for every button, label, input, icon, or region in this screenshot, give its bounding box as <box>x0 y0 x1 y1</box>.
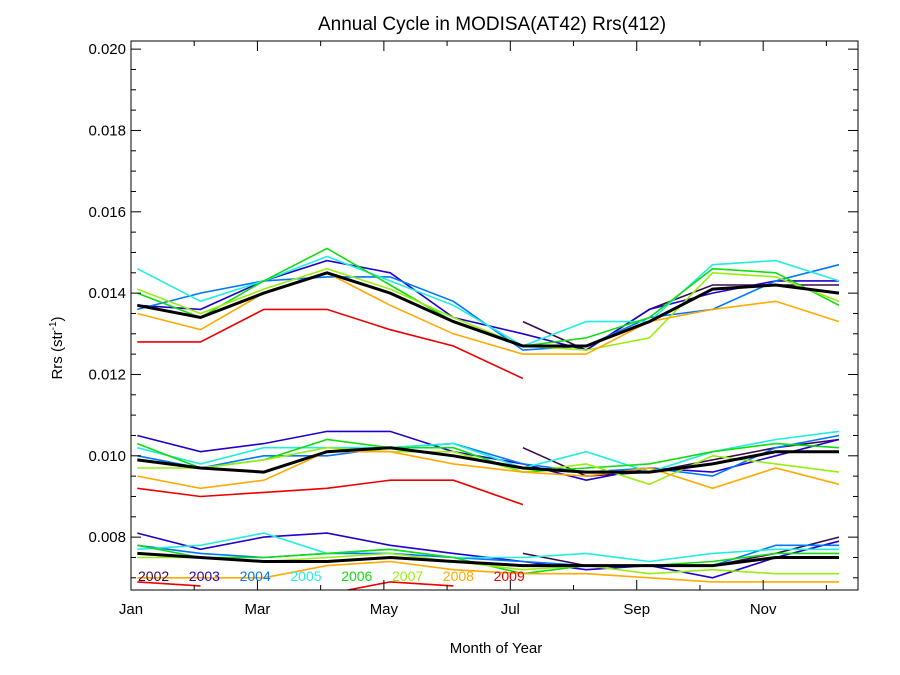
y-tick-label: 0.014 <box>88 285 126 302</box>
series-line-2002-lower <box>523 537 839 566</box>
legend-entry-2009: 2009 <box>494 568 525 584</box>
series-line-2009-mean <box>137 480 523 504</box>
x-tick-label: Mar <box>245 601 271 618</box>
chart-svg: Annual Cycle in MODISA(AT42) Rrs(412) Mo… <box>0 0 900 675</box>
series-line-mean-upper <box>137 273 839 346</box>
legend-entry-2008: 2008 <box>443 568 474 584</box>
legend-entry-2004: 2004 <box>240 568 271 584</box>
x-tick-label: Jul <box>501 601 520 618</box>
y-axis-label: Rrs (str-1) <box>48 316 66 379</box>
y-tick-label: 0.020 <box>88 41 126 58</box>
y-tick-label: 0.018 <box>88 122 126 139</box>
chart-title: Annual Cycle in MODISA(AT42) Rrs(412) <box>318 14 666 35</box>
y-tick-label: 0.016 <box>88 204 126 221</box>
x-axis-label: Month of Year <box>450 640 543 657</box>
legend-entry-2005: 2005 <box>290 568 321 584</box>
legend-entry-2006: 2006 <box>341 568 372 584</box>
x-tick-label: May <box>370 601 399 618</box>
x-tick-label: Jan <box>119 601 143 618</box>
legend-entry-2002: 2002 <box>138 568 169 584</box>
plot-frame <box>131 41 858 590</box>
plot-lines <box>137 248 839 594</box>
y-axis-label-main: Rrs (str <box>49 330 66 379</box>
legend: 2002 2003 2004 2005 2006 2007 2008 2009 <box>138 568 525 584</box>
y-tick-label: 0.012 <box>88 366 126 383</box>
legend-entry-2007: 2007 <box>392 568 423 584</box>
x-tick-label: Nov <box>750 601 777 618</box>
legend-entry-2003: 2003 <box>189 568 220 584</box>
series-line-2007-upper <box>137 269 839 350</box>
y-axis-label-close: ) <box>49 316 66 321</box>
y-tick-label: 0.010 <box>88 448 126 465</box>
y-tick-label: 0.008 <box>88 529 126 546</box>
x-tick-label: Sep <box>623 601 650 618</box>
